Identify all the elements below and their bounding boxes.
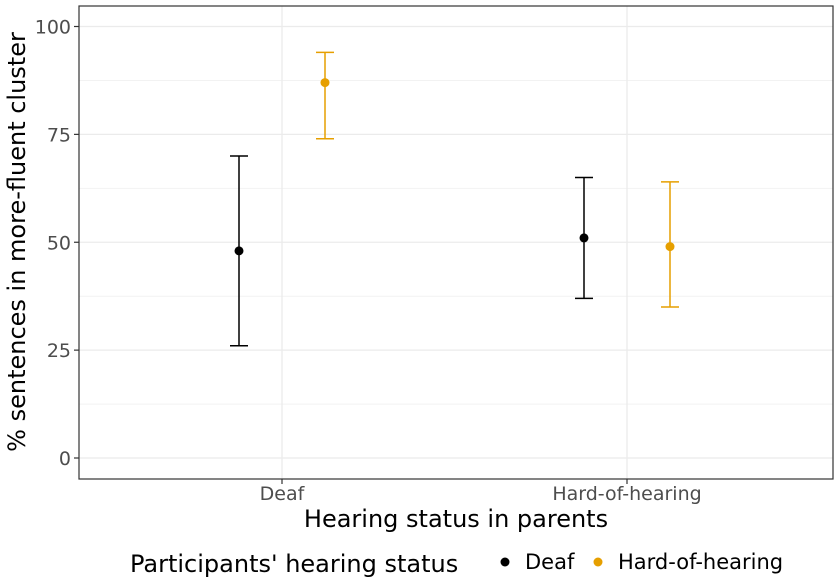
- y-tick-label: 75: [47, 124, 71, 146]
- data-point: [665, 242, 675, 252]
- errorbar-group: [316, 51, 334, 140]
- x-axis-ticks: Deaf Hard-of-hearing: [260, 479, 702, 505]
- y-tick-label: 100: [35, 17, 71, 39]
- x-tick-label: Hard-of-hearing: [552, 483, 701, 505]
- data-point: [320, 78, 330, 88]
- errorbar-group: [230, 155, 248, 347]
- y-tick-label: 25: [47, 340, 71, 362]
- legend-items: Deaf Hard-of-hearing: [500, 550, 783, 574]
- data-point: [579, 233, 589, 243]
- data-point: [234, 246, 244, 256]
- x-axis-title: Hearing status in parents: [304, 505, 608, 533]
- legend-label: Hard-of-hearing: [618, 550, 783, 574]
- grid: [79, 6, 833, 479]
- legend-label: Deaf: [525, 550, 575, 574]
- errorbar-group: [575, 176, 593, 300]
- legend-key-point: [593, 557, 603, 567]
- y-axis-title: % sentences in more-fluent cluster: [3, 32, 31, 452]
- errorbar-group: [661, 181, 679, 308]
- legend: Participants' hearing status Deaf Hard-of…: [130, 550, 783, 578]
- legend-title: Participants' hearing status: [130, 550, 458, 578]
- legend-key-point: [500, 557, 510, 567]
- y-tick-label: 50: [47, 232, 71, 254]
- y-tick-label: 0: [59, 448, 71, 470]
- x-tick-label: Deaf: [260, 483, 306, 505]
- y-axis-ticks: 0 25 50 75 100: [35, 17, 79, 470]
- data-marks: [230, 51, 679, 347]
